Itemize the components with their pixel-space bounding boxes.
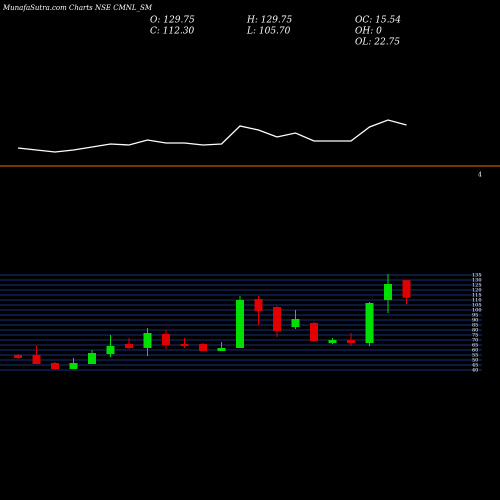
candle-body: [217, 348, 226, 351]
stat: OC: 15.54: [355, 16, 401, 26]
candle-body: [236, 300, 244, 348]
candle-body: [384, 284, 392, 300]
candle-body: [347, 340, 355, 343]
stat: L: 105.70: [246, 27, 291, 37]
candle-body: [125, 344, 133, 348]
candle-body: [162, 334, 170, 345]
candle-body: [328, 340, 337, 343]
y-tick-label: 80: [472, 328, 478, 334]
indicator-line: [17, 119, 407, 153]
candle-body: [88, 353, 96, 364]
y-tick-label: 120: [472, 288, 482, 294]
stat: OH: 0: [355, 27, 382, 37]
y-tick-label: 90: [472, 318, 478, 324]
candle-body: [143, 333, 152, 348]
y-tick-label: 130: [472, 278, 482, 284]
candle-body: [199, 344, 207, 351]
y-tick-label: 100: [472, 308, 482, 314]
candle-body: [254, 299, 263, 311]
panel-label: 4: [478, 172, 482, 179]
candle-body: [32, 355, 41, 364]
y-tick-label: 95: [472, 313, 478, 319]
candle-body: [180, 344, 189, 346]
y-tick-label: 40: [472, 368, 478, 374]
y-tick-label: 110: [472, 298, 482, 304]
y-tick-label: 135: [472, 273, 482, 279]
candle-body: [402, 280, 411, 298]
candle-body: [310, 323, 318, 341]
y-tick-label: 125: [472, 283, 482, 289]
y-tick-label: 55: [472, 353, 478, 359]
y-tick-label: 50: [472, 358, 478, 364]
chart-title: MunafaSutra.com Charts NSE CMNL_SM: [2, 4, 153, 12]
y-tick-label: 65: [472, 343, 478, 349]
y-tick-label: 75: [472, 333, 478, 339]
candle-body: [365, 303, 374, 343]
candle-body: [106, 346, 115, 354]
candle-body: [69, 363, 78, 369]
candle-body: [273, 307, 281, 331]
stat: H: 129.75: [246, 16, 293, 26]
candle-body: [51, 363, 59, 369]
stat: O: 129.75: [150, 16, 195, 26]
y-tick-label: 60: [472, 348, 478, 354]
stat: C: 112.30: [150, 27, 195, 37]
y-tick-label: 85: [472, 323, 478, 329]
stat: OL: 22.75: [355, 38, 400, 48]
candle-body: [14, 355, 22, 358]
y-tick-label: 105: [472, 303, 482, 309]
candle-body: [291, 319, 300, 327]
y-tick-label: 70: [472, 338, 478, 344]
y-tick-label: 115: [472, 293, 482, 299]
y-tick-label: 45: [472, 363, 478, 369]
